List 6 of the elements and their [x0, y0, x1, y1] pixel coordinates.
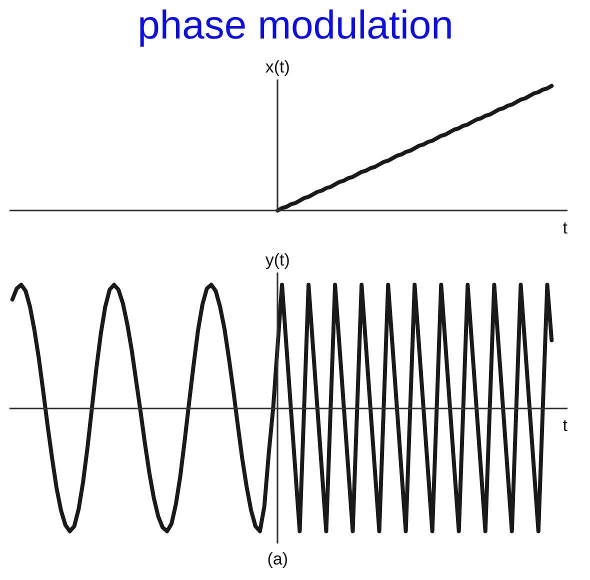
y-axis-title: y(t)	[265, 250, 290, 270]
x-axis-title: t	[562, 416, 568, 435]
y-axis-title: x(t)	[265, 58, 290, 77]
text: (a)	[267, 550, 288, 569]
chart-title: phase modulation	[138, 4, 454, 48]
x-axis-title: t	[562, 218, 568, 238]
